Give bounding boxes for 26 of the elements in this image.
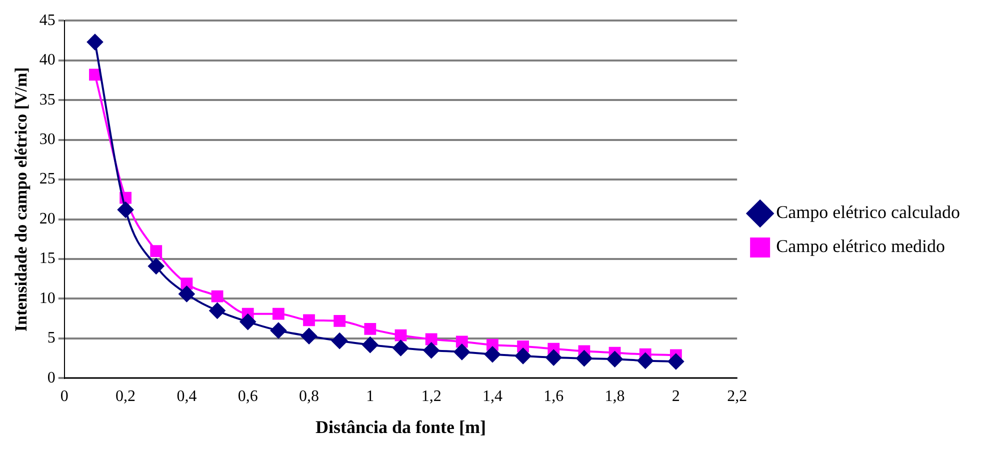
y-tick-label: 20 — [39, 210, 56, 228]
y-tick-label: 0 — [47, 369, 56, 386]
y-tick-label: 15 — [39, 250, 56, 268]
x-tick-label: 0,4 — [176, 388, 197, 406]
x-tick-label: 0 — [60, 388, 68, 406]
y-tick-label: 45 — [39, 12, 56, 29]
x-axis-title: Distância da fonte [m] — [316, 416, 486, 437]
y-tick-label: 30 — [39, 131, 56, 148]
y-tick-label: 10 — [39, 290, 56, 307]
x-tick-label: 0,6 — [238, 388, 258, 406]
x-tick-label: 0,8 — [299, 388, 320, 406]
x-tick-label: 0,2 — [116, 388, 136, 406]
x-tick-label: 2,2 — [727, 388, 748, 406]
legend-label: Campo elétrico calculado — [776, 202, 960, 222]
x-tick-label: 1,6 — [544, 388, 564, 406]
x-tick-label: 1,2 — [421, 388, 442, 406]
y-tick-label: 25 — [39, 170, 56, 188]
y-axis-title: Intensidade do campo elétrico [V/m] — [12, 67, 31, 332]
y-tick-label: 40 — [39, 52, 56, 69]
x-tick-label: 1,8 — [604, 388, 625, 406]
x-tick-label: 1 — [366, 388, 374, 406]
x-tick-label: 1,4 — [482, 388, 502, 406]
y-tick-label: 35 — [39, 91, 56, 108]
legend-label: Campo elétrico medido — [776, 236, 946, 256]
y-tick-label: 5 — [47, 330, 56, 347]
x-tick-label: 2 — [672, 388, 680, 406]
